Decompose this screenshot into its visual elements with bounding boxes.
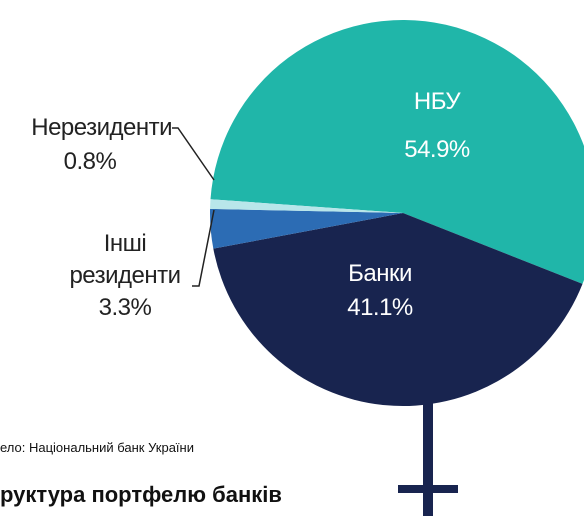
category-label: Інші резиденти <box>69 230 181 289</box>
pie-slice <box>210 199 403 213</box>
value-label: 41.1% <box>347 294 413 321</box>
pie <box>210 20 584 406</box>
pie-slice <box>210 20 584 284</box>
arrow-stem <box>423 395 433 516</box>
leader-line <box>192 209 215 287</box>
value-label: 54.9% <box>404 136 470 163</box>
chart-title: руктура портфелю банків <box>0 482 282 507</box>
source: ело: Національний банк України <box>0 440 194 455</box>
category-label: Нерезиденти <box>31 114 172 141</box>
category-label: Банки <box>348 260 412 287</box>
value-label: 0.8% <box>63 148 117 175</box>
arrow-bar <box>398 485 458 493</box>
pie-slice <box>213 213 583 406</box>
value-label: 3.3% <box>98 294 152 321</box>
category-label: НБУ <box>413 88 461 115</box>
pie-slice <box>210 208 403 249</box>
leader-line <box>172 127 215 181</box>
